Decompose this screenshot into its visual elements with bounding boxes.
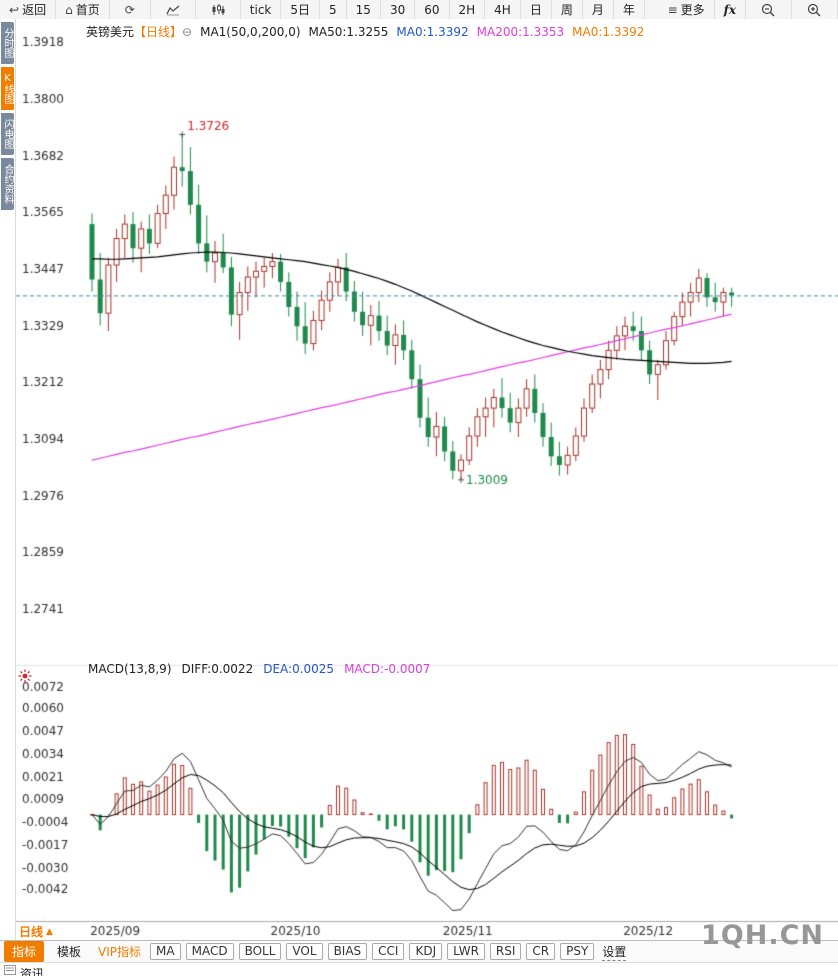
triangle-up-icon: ▲ <box>46 926 53 937</box>
period-2h-label: 2H <box>458 2 476 17</box>
period-week-label: 周 <box>560 3 573 17</box>
candlestick-chart-icon <box>212 3 225 15</box>
back-button[interactable]: ↩ 返回 <box>0 0 57 19</box>
period-30min-label: 30 <box>389 2 406 17</box>
ma50-value: MA50:1.3255 <box>308 24 389 39</box>
period-4h-button[interactable]: 4H <box>485 0 521 19</box>
bottom-toolbar: 指标 模板 VIP指标 MA MACD BOLL VOL BIAS CCI KD… <box>0 940 838 962</box>
sidebar-tab-kline[interactable]: K线图 <box>1 67 14 110</box>
bottom-period-selector[interactable]: 日线 ▲ <box>19 923 53 940</box>
period-5min-button[interactable]: 5 <box>320 0 347 19</box>
indicator-lwr-button[interactable]: LWR <box>447 943 485 960</box>
chart-region: 英镑美元【日线】⊖ MA1(50,0,200,0) MA50:1.3255 MA… <box>16 19 838 940</box>
ma-settings-label: MA1(50,0,200,0) <box>200 24 301 39</box>
period-60min-button[interactable]: 60 <box>415 0 450 19</box>
zoom-in-button[interactable] <box>792 0 838 19</box>
indicator-kdj-button[interactable]: KDJ <box>409 943 443 960</box>
period-15min-label: 15 <box>355 2 371 17</box>
tab-templates[interactable]: 模板 <box>57 945 82 959</box>
period-5day-button[interactable]: 5日 <box>281 0 321 19</box>
home-button[interactable]: ⌂ 首页 <box>56 0 110 19</box>
period-week-button[interactable]: 周 <box>552 0 583 19</box>
indicator-rsi-button[interactable]: RSI <box>489 943 522 960</box>
zoom-in-icon <box>807 3 821 16</box>
indicator-cci-button[interactable]: CCI <box>372 943 405 960</box>
macd-diff-value: DIFF:0.0022 <box>181 662 254 676</box>
news-icon <box>4 965 16 975</box>
candlestick-chart-button[interactable] <box>196 0 241 19</box>
line-chart-icon <box>166 5 180 15</box>
news-tab[interactable]: 资讯 <box>20 967 45 976</box>
tick-label: tick <box>249 2 272 17</box>
back-arrow-icon: ↩ <box>9 2 20 17</box>
bottom-period-label: 日线 <box>19 925 44 939</box>
home-label: 首页 <box>75 3 100 17</box>
macd-value: MACD:-0.0007 <box>344 662 431 676</box>
top-toolbar: ↩ 返回 ⌂ 首页 ⟳ tick 5日 5 15 3 <box>0 0 838 20</box>
period-5min-label: 5 <box>329 2 337 17</box>
period-year-label: 年 <box>622 3 635 17</box>
price-chart-header: 英镑美元【日线】⊖ MA1(50,0,200,0) MA50:1.3255 MA… <box>86 23 644 40</box>
indicator-psy-button[interactable]: PSY <box>560 943 595 960</box>
period-60min-label: 60 <box>424 2 440 17</box>
fx-icon: fx <box>723 2 736 17</box>
zoom-out-icon <box>761 3 775 16</box>
period-year-button[interactable]: 年 <box>614 0 645 19</box>
tick-period-button[interactable]: tick <box>241 0 282 19</box>
indicator-cr-button[interactable]: CR <box>526 943 556 960</box>
ma0-value-blue: MA0:1.3392 <box>396 24 469 39</box>
macd-dea-value: DEA:0.0025 <box>263 662 335 676</box>
home-icon: ⌂ <box>65 2 73 17</box>
period-month-label: 月 <box>591 3 604 17</box>
fx-indicator-button[interactable]: fx <box>715 0 746 19</box>
period-2h-button[interactable]: 2H <box>450 0 486 19</box>
symbol-name: 英镑美元 <box>86 25 135 39</box>
period-4h-label: 4H <box>494 2 511 17</box>
price-macd-chart-canvas[interactable] <box>16 19 838 940</box>
indicator-bias-button[interactable]: BIAS <box>327 943 368 960</box>
macd-title: MACD(13,8,9) <box>88 662 172 676</box>
period-5day-label: 5日 <box>290 3 311 17</box>
more-label: 更多 <box>680 3 705 17</box>
left-sidebar: 分时图 K线图 闪电图 合约资料 <box>0 19 16 976</box>
collapse-indicator-icon[interactable]: ⊖ <box>182 25 193 39</box>
period-tag: 【日线】 <box>134 25 183 39</box>
period-month-button[interactable]: 月 <box>583 0 614 19</box>
ma0-value-orange: MA0:1.3392 <box>572 24 645 39</box>
back-label: 返回 <box>22 3 47 17</box>
line-chart-button[interactable] <box>151 0 196 19</box>
more-button[interactable]: ≡ 更多 <box>659 0 715 19</box>
tab-vip-indicators[interactable]: VIP指标 <box>98 945 142 959</box>
indicator-boll-button[interactable]: BOLL <box>238 943 282 960</box>
news-row: 资讯 <box>0 962 838 976</box>
refresh-button[interactable]: ⟳ <box>110 0 151 19</box>
indicator-vol-button[interactable]: VOL <box>286 943 323 960</box>
period-day-label: 日 <box>529 3 542 17</box>
tab-indicators[interactable]: 指标 <box>4 941 45 962</box>
period-15min-button[interactable]: 15 <box>347 0 381 19</box>
indicator-ma-button[interactable]: MA <box>150 943 181 960</box>
menu-icon: ≡ <box>667 2 678 17</box>
ma200-value: MA200:1.3353 <box>476 24 565 39</box>
indicator-macd-button[interactable]: MACD <box>185 943 234 960</box>
macd-header: MACD(13,8,9) DIFF:0.0022 DEA:0.0025 MACD… <box>88 662 430 676</box>
period-30min-button[interactable]: 30 <box>381 0 416 19</box>
sidebar-tab-flash[interactable]: 闪电图 <box>1 113 14 155</box>
indicator-settings-icon[interactable] <box>18 669 32 683</box>
sidebar-tab-timeline[interactable]: 分时图 <box>1 22 14 64</box>
refresh-icon: ⟳ <box>124 2 135 17</box>
zoom-out-button[interactable] <box>746 0 792 19</box>
period-day-button[interactable]: 日 <box>521 0 552 19</box>
settings-button[interactable]: 设置 <box>602 944 627 961</box>
sidebar-tab-contract-info[interactable]: 合约资料 <box>1 158 14 210</box>
